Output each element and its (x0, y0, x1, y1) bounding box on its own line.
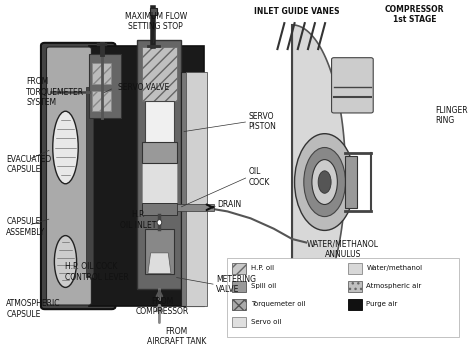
Text: Water/methanol: Water/methanol (366, 265, 422, 272)
Bar (232, 281, 246, 291)
Bar (89, 46, 204, 306)
Text: FROM
AIRCRAFT TANK: FROM AIRCRAFT TANK (147, 327, 206, 346)
Text: OIL
COCK: OIL COCK (248, 167, 270, 187)
Text: COMPRESSOR
1st STAGE: COMPRESSOR 1st STAGE (385, 5, 445, 24)
Bar (145, 229, 174, 274)
Text: SERVO
PISTON: SERVO PISTON (248, 112, 276, 131)
Text: Purge air: Purge air (366, 301, 398, 307)
Polygon shape (148, 253, 171, 274)
Bar (181, 72, 204, 306)
Bar (145, 101, 174, 203)
Bar (232, 263, 246, 274)
FancyBboxPatch shape (46, 47, 91, 305)
Text: FROM
COMPRESSOR: FROM COMPRESSOR (136, 297, 189, 316)
Bar (346, 156, 357, 208)
Text: CAPSULE
ASSEMBLY: CAPSULE ASSEMBLY (6, 217, 46, 237)
Bar (228, 258, 459, 337)
Bar (150, 8, 157, 15)
Bar (177, 204, 214, 211)
Text: DRAIN: DRAIN (217, 200, 242, 209)
Text: SERVO VALVE: SERVO VALVE (118, 83, 169, 92)
Bar (92, 90, 111, 111)
Text: MAXIMUM FLOW
SETTING STOP: MAXIMUM FLOW SETTING STOP (125, 12, 187, 31)
Bar (348, 263, 362, 274)
Bar (348, 281, 362, 291)
Bar (232, 317, 246, 327)
Text: EVACUATED
CAPSULE: EVACUATED CAPSULE (6, 155, 52, 174)
Bar (142, 47, 176, 101)
Bar (232, 299, 246, 310)
FancyBboxPatch shape (332, 58, 373, 113)
Bar (348, 299, 362, 310)
Text: METERING
VALVE: METERING VALVE (216, 275, 256, 294)
Text: WATER/METHANOL
ANNULUS: WATER/METHANOL ANNULUS (307, 240, 379, 259)
FancyBboxPatch shape (41, 43, 116, 309)
Ellipse shape (157, 220, 162, 225)
Text: H.P. oil: H.P. oil (251, 265, 273, 272)
Text: INLET GUIDE VANES: INLET GUIDE VANES (254, 7, 339, 16)
Text: FLINGER
RING: FLINGER RING (435, 106, 467, 125)
Text: ATMOSPHERIC
CAPSULE: ATMOSPHERIC CAPSULE (6, 299, 61, 319)
Polygon shape (292, 25, 346, 322)
Bar (92, 63, 111, 84)
Text: Servo oil: Servo oil (251, 319, 281, 325)
Text: H.P.
OIL INLET: H.P. OIL INLET (120, 210, 157, 230)
Ellipse shape (294, 134, 355, 230)
Bar (142, 163, 177, 203)
Bar (86, 87, 93, 277)
Text: Spill oil: Spill oil (251, 283, 276, 289)
Bar (186, 72, 207, 306)
Bar (142, 203, 177, 215)
Bar (142, 142, 177, 163)
Bar (137, 40, 181, 289)
Ellipse shape (53, 111, 78, 184)
Ellipse shape (304, 148, 346, 217)
Ellipse shape (312, 159, 337, 205)
Text: H.P. OIL COCK
CONTROL LEVER: H.P. OIL COCK CONTROL LEVER (65, 262, 129, 282)
Text: Atmospheric air: Atmospheric air (366, 283, 421, 289)
Text: FROM
TORQUEMETER
SYSTEM: FROM TORQUEMETER SYSTEM (26, 77, 84, 107)
Text: Torquemeter oil: Torquemeter oil (251, 301, 305, 307)
Ellipse shape (318, 171, 331, 193)
Bar (89, 54, 121, 118)
Ellipse shape (55, 236, 77, 288)
